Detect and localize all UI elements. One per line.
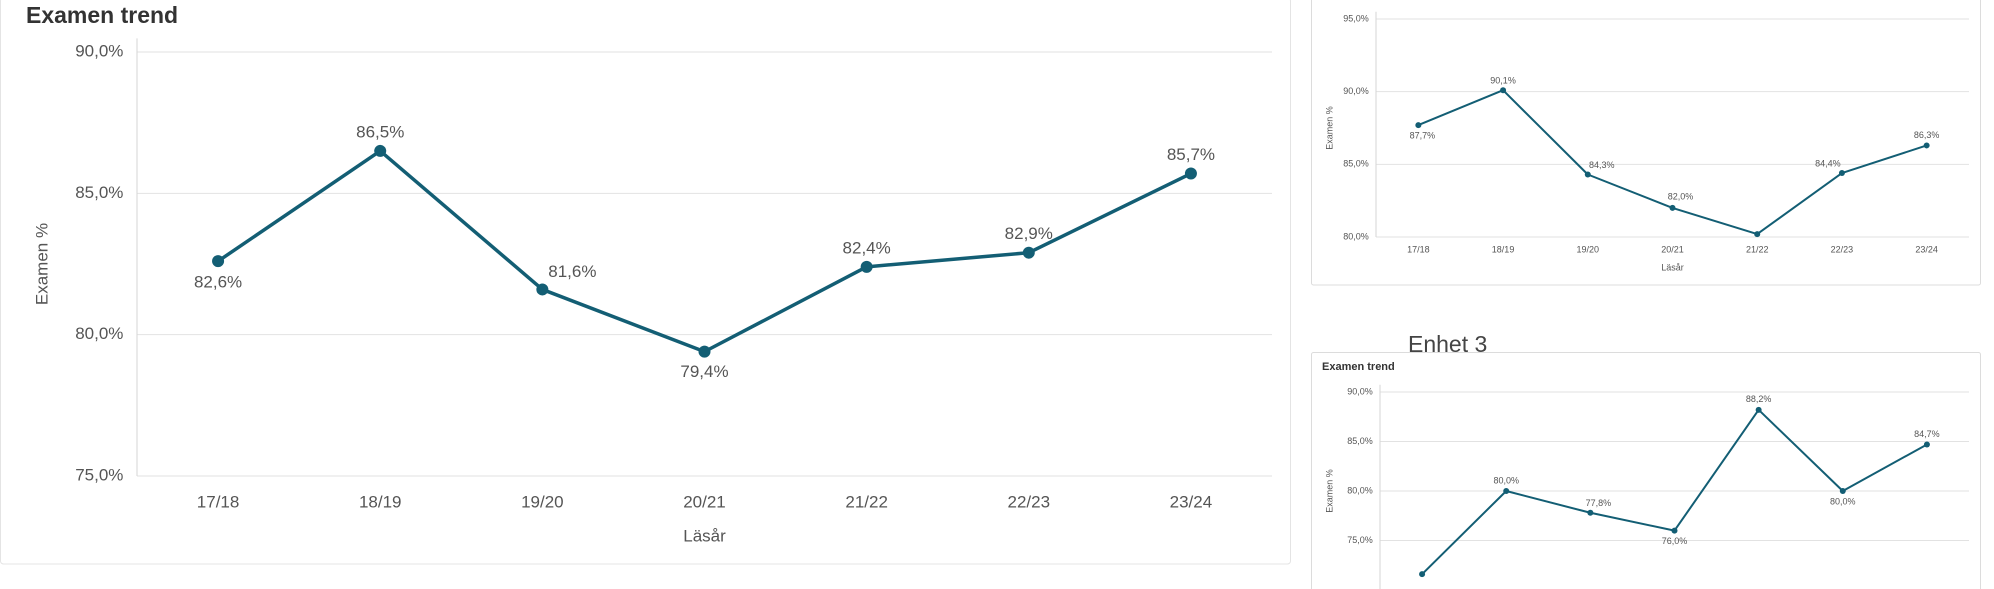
y-tick-label: 90,0% — [1343, 86, 1369, 96]
x-tick-label: 17/18 — [197, 492, 240, 511]
data-point — [1587, 509, 1594, 516]
data-label: 82,0% — [1668, 191, 1694, 201]
y-tick-label: 80,0% — [1347, 485, 1373, 495]
data-label: 88,2% — [1746, 394, 1772, 404]
data-label: 86,3% — [1914, 130, 1940, 140]
data-point — [1584, 171, 1591, 178]
data-label: 84,7% — [1914, 429, 1940, 439]
y-tick-label: 85,0% — [1343, 159, 1369, 169]
chart-title: Examen trend — [26, 2, 178, 28]
y-tick-label: 90,0% — [1347, 386, 1373, 396]
data-label: 86,5% — [356, 122, 404, 141]
data-label: 76,0% — [1662, 536, 1688, 546]
x-tick-label: 21/22 — [845, 492, 888, 511]
data-label: 85,7% — [1167, 145, 1215, 164]
unit-heading: Enhet 3 — [1408, 331, 1487, 357]
data-point — [698, 345, 711, 358]
y-tick-label: 85,0% — [75, 183, 123, 202]
x-tick-label: 22/23 — [1008, 492, 1051, 511]
x-tick-label: 21/22 — [1746, 244, 1769, 254]
data-point — [1415, 122, 1422, 129]
chart-title: Examen trend — [1322, 361, 1395, 373]
x-axis-title: Läsår — [1661, 262, 1684, 272]
y-tick-label: 80,0% — [1343, 231, 1369, 241]
data-point — [1754, 231, 1761, 238]
x-tick-label: 19/20 — [521, 492, 564, 511]
x-tick-label: 17/18 — [1407, 244, 1430, 254]
data-label: 80,0% — [1493, 475, 1519, 485]
x-tick-label: 23/24 — [1915, 244, 1938, 254]
x-tick-label: 18/19 — [359, 492, 402, 511]
data-point — [860, 260, 873, 273]
data-label: 90,1% — [1490, 76, 1516, 86]
data-label: 87,7% — [1410, 130, 1436, 140]
y-axis-title: Examen % — [1324, 106, 1334, 150]
data-label: 82,4% — [843, 238, 891, 257]
data-label: 81,6% — [548, 262, 596, 281]
data-point — [1503, 488, 1510, 494]
x-tick-label: 19/20 — [1577, 244, 1600, 254]
x-tick-label: 18/19 — [1492, 244, 1515, 254]
data-point — [1671, 527, 1678, 534]
data-label: 80,0% — [1830, 496, 1856, 506]
data-point — [1500, 87, 1507, 94]
y-tick-label: 80,0% — [75, 324, 123, 343]
x-tick-label: 20/21 — [1661, 244, 1684, 254]
data-label: 77,8% — [1586, 498, 1612, 508]
data-label: 82,9% — [1005, 224, 1053, 243]
data-label: 84,3% — [1589, 160, 1615, 170]
data-point — [1669, 204, 1676, 211]
x-axis-title: Läsår — [683, 526, 726, 545]
data-point — [1184, 167, 1197, 180]
main-card — [0, 0, 1291, 565]
y-tick-label: 75,0% — [1347, 535, 1373, 545]
x-tick-label: 20/21 — [683, 492, 726, 511]
x-tick-label: 22/23 — [1831, 244, 1854, 254]
y-axis-title: Examen % — [1324, 469, 1334, 513]
y-axis-title: Examen % — [32, 223, 51, 305]
data-label: 82,6% — [194, 273, 242, 292]
y-tick-label: 85,0% — [1347, 436, 1373, 446]
y-tick-label: 95,0% — [1343, 13, 1369, 23]
data-point — [1022, 246, 1035, 259]
data-point — [1839, 488, 1846, 494]
y-tick-label: 75,0% — [75, 465, 123, 484]
data-point — [1923, 441, 1930, 448]
data-point — [1755, 406, 1762, 413]
data-label: 84,4% — [1815, 158, 1841, 168]
y-tick-label: 90,0% — [75, 41, 123, 60]
x-tick-label: 23/24 — [1170, 492, 1213, 511]
data-point — [1419, 571, 1426, 578]
unit-card — [1311, 352, 1981, 589]
data-point — [212, 255, 225, 268]
unit-card — [1311, 0, 1981, 286]
data-point — [1923, 142, 1930, 149]
data-point — [536, 283, 549, 296]
data-label: 79,4% — [680, 362, 728, 381]
data-point — [374, 144, 387, 157]
data-point — [1838, 170, 1845, 177]
